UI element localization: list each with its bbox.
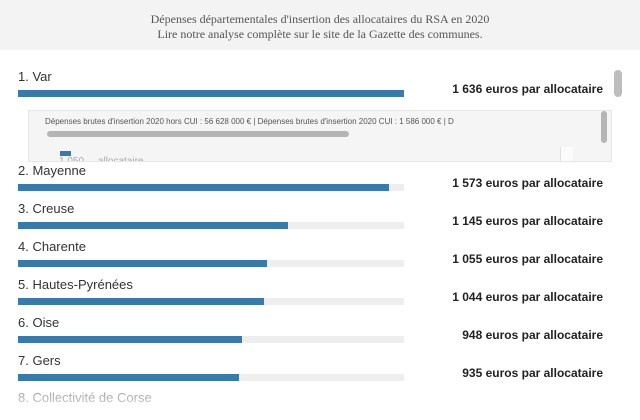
chart-title: Dépenses départementales d'insertion des… xyxy=(150,12,490,26)
chart-header: Dépenses départementales d'insertion des… xyxy=(0,0,640,50)
bar-row[interactable]: 7. Gers 935 euros par allocataire xyxy=(0,353,640,387)
bar-track xyxy=(18,90,404,97)
bar-value-label: 1 573 euros par allocataire xyxy=(452,176,603,190)
bar-label: 7. Gers xyxy=(18,353,61,368)
bar[interactable] xyxy=(18,184,390,191)
detail-edge xyxy=(560,147,573,161)
detail-horizontal-scrollbar[interactable] xyxy=(47,131,349,137)
bar-track xyxy=(18,336,404,343)
chart-subtitle: Lire notre analyse complète sur le site … xyxy=(157,27,483,41)
bar-label: 5. Hautes-Pyrénées xyxy=(18,277,133,292)
bar-track xyxy=(18,298,404,305)
detail-cut-text: 1 050 ... allocataire xyxy=(59,156,144,162)
bar[interactable] xyxy=(18,260,267,267)
bar[interactable] xyxy=(18,298,265,305)
bar-row[interactable]: 4. Charente 1 055 euros par allocataire xyxy=(0,239,640,273)
detail-vertical-scrollbar[interactable] xyxy=(601,111,607,143)
bar[interactable] xyxy=(18,374,239,381)
bar-row[interactable]: 5. Hautes-Pyrénées 1 044 euros par alloca… xyxy=(0,277,640,311)
bar-label: 1. Var xyxy=(18,69,52,84)
bar-row[interactable]: 6. Oise 948 euros par allocataire xyxy=(0,315,640,349)
bar[interactable] xyxy=(18,336,242,343)
detail-mini-bar xyxy=(60,151,71,156)
bar-detail-tooltip: Dépenses brutes d'insertion 2020 hors CU… xyxy=(28,110,612,162)
bar-label: 3. Creuse xyxy=(18,201,75,216)
bar-track xyxy=(18,260,404,267)
bar-value-label: 935 euros par allocataire xyxy=(462,366,603,380)
bar-value-label: 1 145 euros par allocataire xyxy=(452,214,603,228)
bar-value-label: 1 636 euros par allocataire xyxy=(452,82,603,96)
bar-value-label: 948 euros par allocataire xyxy=(462,328,603,342)
bar[interactable] xyxy=(18,222,289,229)
bar-list: 1. Var 1 636 euros par allocataire Dépense… xyxy=(0,50,640,420)
bar-track xyxy=(18,184,404,191)
bar-track xyxy=(18,222,404,229)
bar-label: 6. Oise xyxy=(18,315,60,330)
bottom-fade xyxy=(0,388,640,420)
bar-label: 4. Charente xyxy=(18,239,86,254)
bar-value-label: 1 044 euros par allocataire xyxy=(452,290,603,304)
detail-text: Dépenses brutes d'insertion 2020 hors CU… xyxy=(45,117,454,126)
bar[interactable] xyxy=(18,90,404,97)
bar-track xyxy=(18,374,404,381)
bar-row[interactable]: 3. Creuse 1 145 euros par allocataire xyxy=(0,201,640,235)
bar-row[interactable]: 1. Var 1 636 euros par allocataire xyxy=(0,69,640,103)
bar-value-label: 1 055 euros par allocataire xyxy=(452,252,603,266)
list-scrollbar[interactable] xyxy=(614,70,622,97)
bar-row[interactable]: 2. Mayenne 1 573 euros par allocataire xyxy=(0,163,640,197)
bar-label: 2. Mayenne xyxy=(18,163,86,178)
